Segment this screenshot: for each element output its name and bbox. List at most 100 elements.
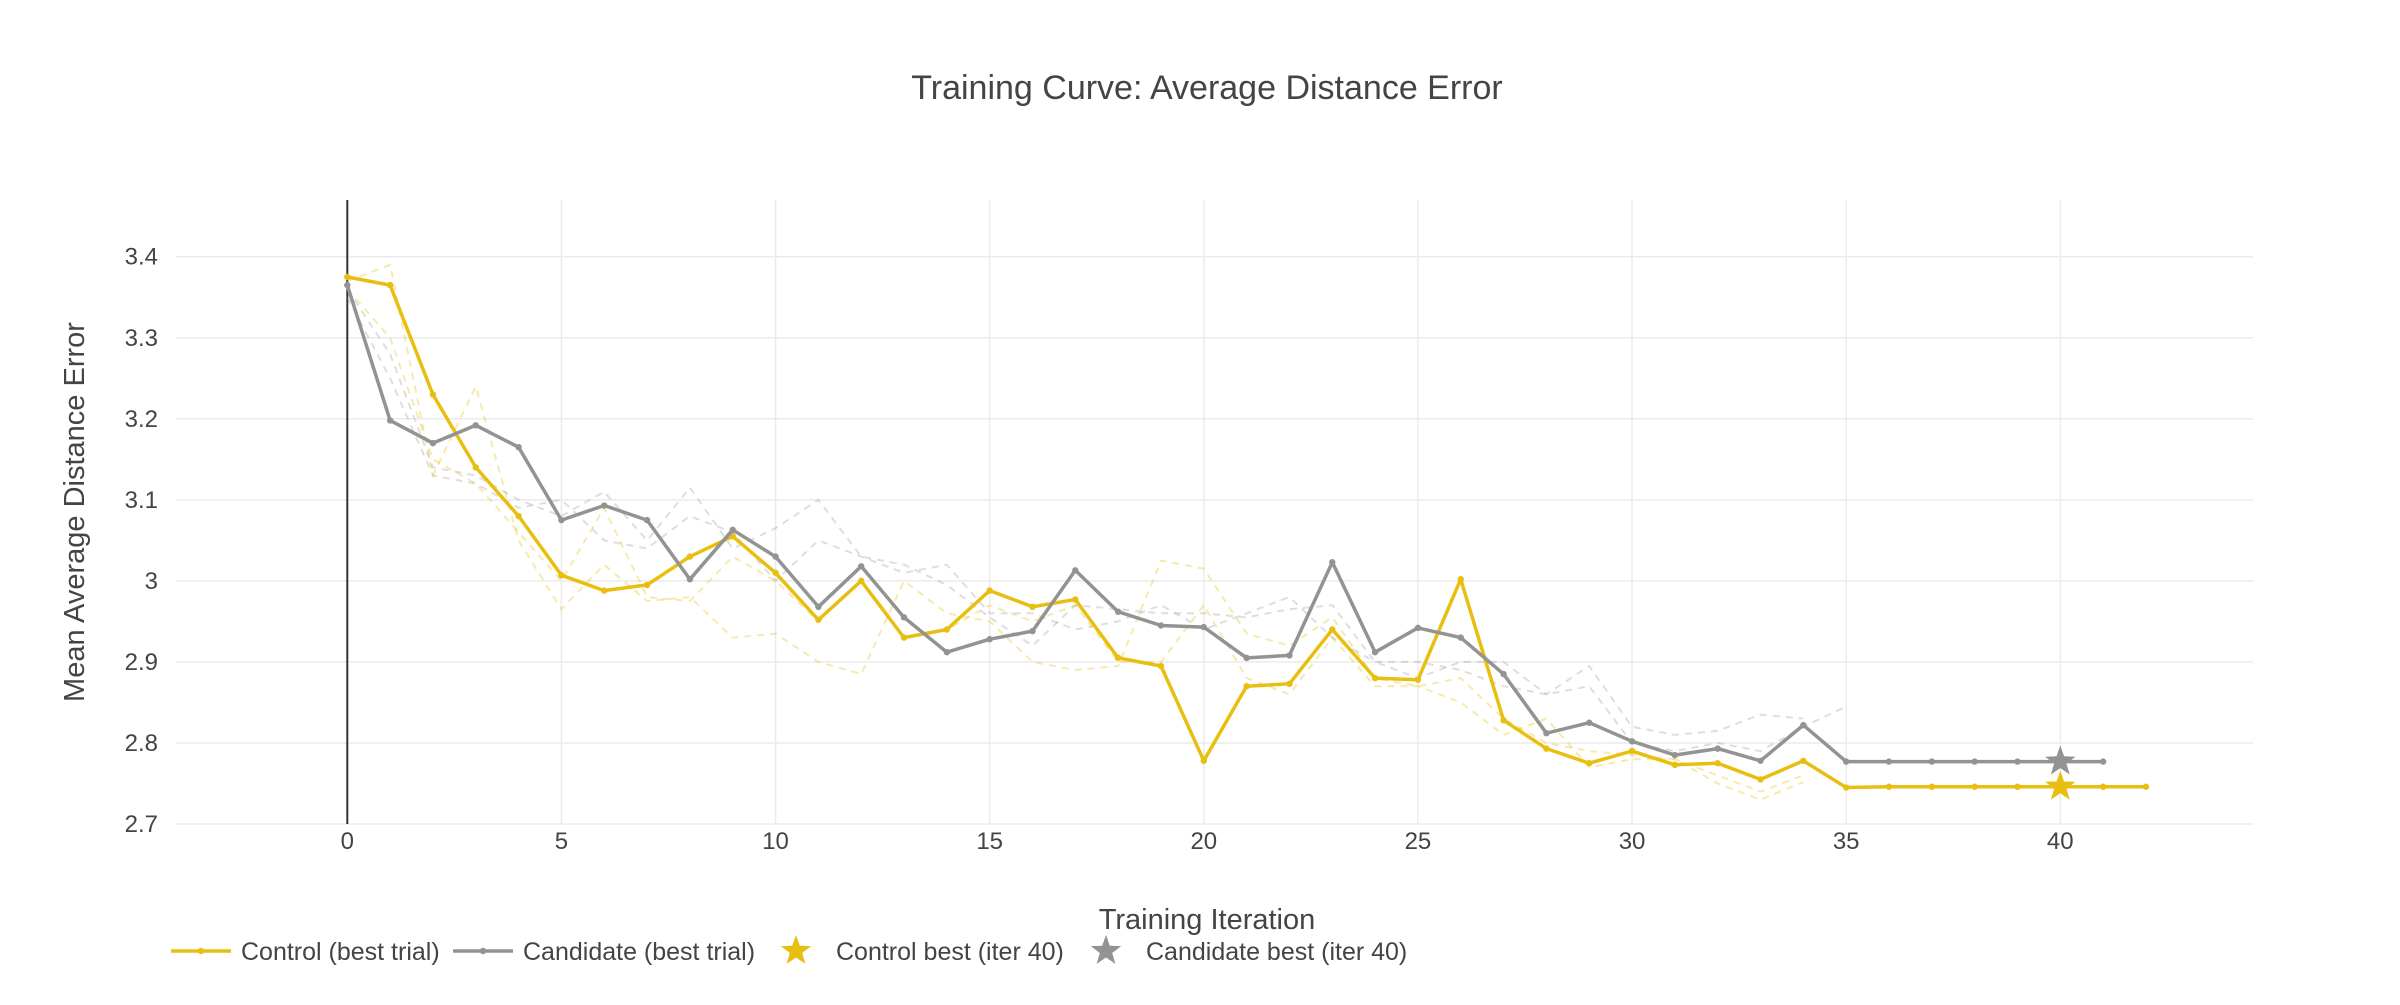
y-tick-label: 2.9 bbox=[125, 649, 158, 676]
series-point-control bbox=[1457, 576, 1464, 583]
series-point-control bbox=[1800, 757, 1807, 764]
y-tick-label: 2.8 bbox=[125, 730, 158, 757]
series-point-control bbox=[1885, 783, 1893, 790]
series-point-candidate bbox=[515, 443, 522, 451]
series-point-control bbox=[2099, 783, 2107, 790]
series-point-candidate bbox=[1800, 721, 1807, 729]
legend-label-control-best: Control best (iter 40) bbox=[836, 938, 1064, 966]
legend-swatch-point-candidate-series bbox=[479, 947, 487, 955]
series-point-control bbox=[986, 587, 993, 594]
series-point-candidate bbox=[772, 553, 779, 560]
series-point-control bbox=[515, 512, 522, 520]
series-point-candidate bbox=[1971, 758, 1978, 765]
series-point-candidate bbox=[1072, 567, 1079, 574]
series-point-control bbox=[1114, 654, 1122, 662]
series-point-control bbox=[601, 587, 608, 594]
series-point-candidate bbox=[1371, 648, 1379, 656]
series-point-candidate bbox=[1543, 730, 1550, 737]
series-point-candidate bbox=[1714, 745, 1721, 752]
y-tick-label: 3.3 bbox=[125, 325, 158, 352]
series-point-control bbox=[1286, 680, 1293, 688]
series-layer bbox=[344, 273, 2150, 791]
chart-title: Training Curve: Average Distance Error bbox=[911, 69, 1502, 107]
series-point-candidate bbox=[2014, 758, 2021, 765]
best-markers-layer bbox=[2045, 745, 2076, 800]
x-tick-label: 5 bbox=[555, 828, 568, 855]
series-point-candidate bbox=[1029, 627, 1036, 635]
background-trials-layer bbox=[346, 263, 1847, 801]
x-axis-title: Training Iteration bbox=[1099, 904, 1316, 936]
series-point-candidate bbox=[1928, 758, 1936, 765]
series-point-control bbox=[472, 464, 479, 471]
background-trial-line-candidate bbox=[346, 296, 1847, 753]
series-point-control bbox=[1543, 745, 1550, 752]
series-point-candidate bbox=[1757, 757, 1764, 764]
background-trial-line-control bbox=[346, 288, 1804, 793]
y-tick-label: 3.1 bbox=[125, 487, 158, 514]
series-point-candidate bbox=[1586, 719, 1593, 726]
legend-label-candidate-series: Candidate (best trial) bbox=[523, 938, 755, 966]
series-point-control bbox=[729, 533, 736, 540]
series-point-control bbox=[686, 553, 694, 560]
series-point-control bbox=[1971, 783, 1978, 790]
tick-labels-layer: 2.7 2.8 2.9 3 3.1 3.2 3.3 3.4 0 5 10 15 20 25 30 35 40 bbox=[125, 244, 2074, 855]
series-point-candidate bbox=[386, 417, 394, 424]
series-point-control bbox=[643, 581, 651, 589]
series-point-control bbox=[857, 577, 865, 585]
series-point-control bbox=[1757, 776, 1764, 783]
series-point-control bbox=[1628, 747, 1636, 755]
legend-label-control-series: Control (best trial) bbox=[241, 938, 440, 966]
series-point-candidate bbox=[2099, 758, 2107, 765]
best-marker-star-control bbox=[2045, 770, 2076, 800]
series-point-candidate bbox=[1885, 758, 1893, 765]
legend-label-candidate-best: Candidate best (iter 40) bbox=[1146, 938, 1407, 966]
series-point-control bbox=[1842, 784, 1850, 791]
x-tick-label: 30 bbox=[1619, 828, 1646, 855]
series-point-candidate bbox=[1628, 738, 1636, 745]
legend-swatch-control-best bbox=[780, 935, 812, 964]
background-trial-line-candidate bbox=[346, 288, 1804, 736]
series-point-control bbox=[943, 626, 951, 633]
legend: Control (best trial) Candidate (best tria… bbox=[171, 935, 1407, 966]
series-point-control bbox=[1072, 596, 1079, 603]
series-line-candidate bbox=[345, 284, 2104, 764]
series-point-control bbox=[1414, 676, 1422, 683]
series-point-candidate bbox=[1329, 559, 1336, 566]
series-point-candidate bbox=[601, 502, 608, 509]
series-point-candidate bbox=[472, 422, 479, 429]
y-tick-label: 3 bbox=[145, 568, 158, 595]
series-point-control bbox=[1714, 760, 1721, 767]
series-point-candidate bbox=[815, 603, 822, 611]
series-point-control bbox=[1243, 683, 1250, 690]
x-tick-label: 10 bbox=[762, 828, 789, 855]
series-point-control bbox=[1500, 717, 1507, 724]
y-tick-label: 3.4 bbox=[125, 244, 158, 271]
series-point-control bbox=[1157, 662, 1165, 670]
grid-layer bbox=[176, 200, 2253, 825]
series-point-control bbox=[2014, 783, 2021, 790]
x-tick-label: 20 bbox=[1190, 828, 1217, 855]
series-point-control bbox=[772, 569, 779, 576]
legend-swatch-candidate-best bbox=[1090, 935, 1122, 964]
series-point-control bbox=[900, 634, 908, 641]
series-point-candidate bbox=[558, 516, 565, 524]
series-point-candidate bbox=[1200, 623, 1207, 631]
y-axis-title: Mean Average Distance Error bbox=[59, 322, 91, 702]
series-point-candidate bbox=[1457, 634, 1464, 641]
series-point-candidate bbox=[1671, 751, 1679, 759]
background-trial-line-control bbox=[346, 263, 1804, 801]
series-point-control bbox=[344, 273, 351, 281]
series-point-candidate bbox=[344, 281, 351, 289]
series-point-control bbox=[1586, 760, 1593, 767]
series-point-candidate bbox=[686, 576, 694, 583]
series-point-candidate bbox=[1286, 652, 1293, 659]
series-point-candidate bbox=[1414, 624, 1422, 632]
x-tick-label: 0 bbox=[341, 828, 354, 855]
x-tick-label: 40 bbox=[2047, 828, 2074, 855]
series-point-control bbox=[429, 391, 437, 398]
series-point-candidate bbox=[986, 636, 993, 643]
series-point-candidate bbox=[1114, 608, 1122, 615]
series-point-control bbox=[386, 281, 394, 289]
